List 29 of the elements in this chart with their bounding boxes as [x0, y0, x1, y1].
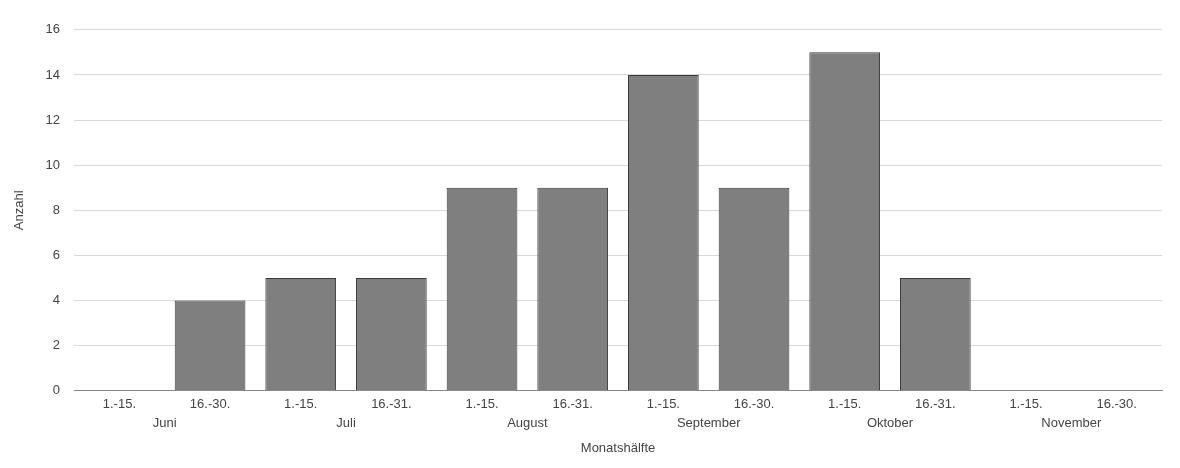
text: November [1041, 414, 1102, 430]
x-tick-label: 1.-15. [1009, 396, 1043, 412]
x-tick-label: 1.-15. [828, 396, 862, 412]
y-tick-label: 2 [52, 337, 61, 353]
x-tick-label: 16.-31. [552, 396, 593, 412]
x-tick-label: 1.-15. [102, 396, 137, 412]
y-tick-label: 8 [52, 201, 61, 217]
y-tick-label: 4 [52, 292, 61, 308]
x-tick-label: 16.-31. [915, 396, 956, 412]
x-tick-label: 1.-15. [284, 396, 318, 412]
y-tick-label: 10 [45, 156, 61, 172]
text: Juni [152, 414, 177, 430]
y-axis-title: Anzahl [11, 190, 27, 231]
x-axis-title: Monatshälfte [580, 439, 656, 455]
text: September [676, 414, 742, 430]
text: Oktober [866, 414, 914, 430]
x-tick-label: 16.-30. [733, 396, 775, 412]
y-tick-label: 6 [52, 247, 61, 262]
y-tick-label: 16 [45, 21, 61, 37]
x-tick-label: 16.-31. [371, 396, 412, 412]
x-tick-label: 16.-30. [189, 396, 231, 412]
y-tick-label: 12 [45, 111, 61, 127]
y-tick-label: 14 [45, 66, 61, 82]
x-tick-label: 16.-30. [1096, 396, 1137, 412]
text: Juli [336, 414, 356, 430]
x-tick-label: 1.-15. [465, 396, 499, 412]
y-tick-label: 0 [52, 382, 61, 398]
x-tick-label: 1.-15. [646, 396, 680, 412]
text: August [507, 414, 548, 430]
